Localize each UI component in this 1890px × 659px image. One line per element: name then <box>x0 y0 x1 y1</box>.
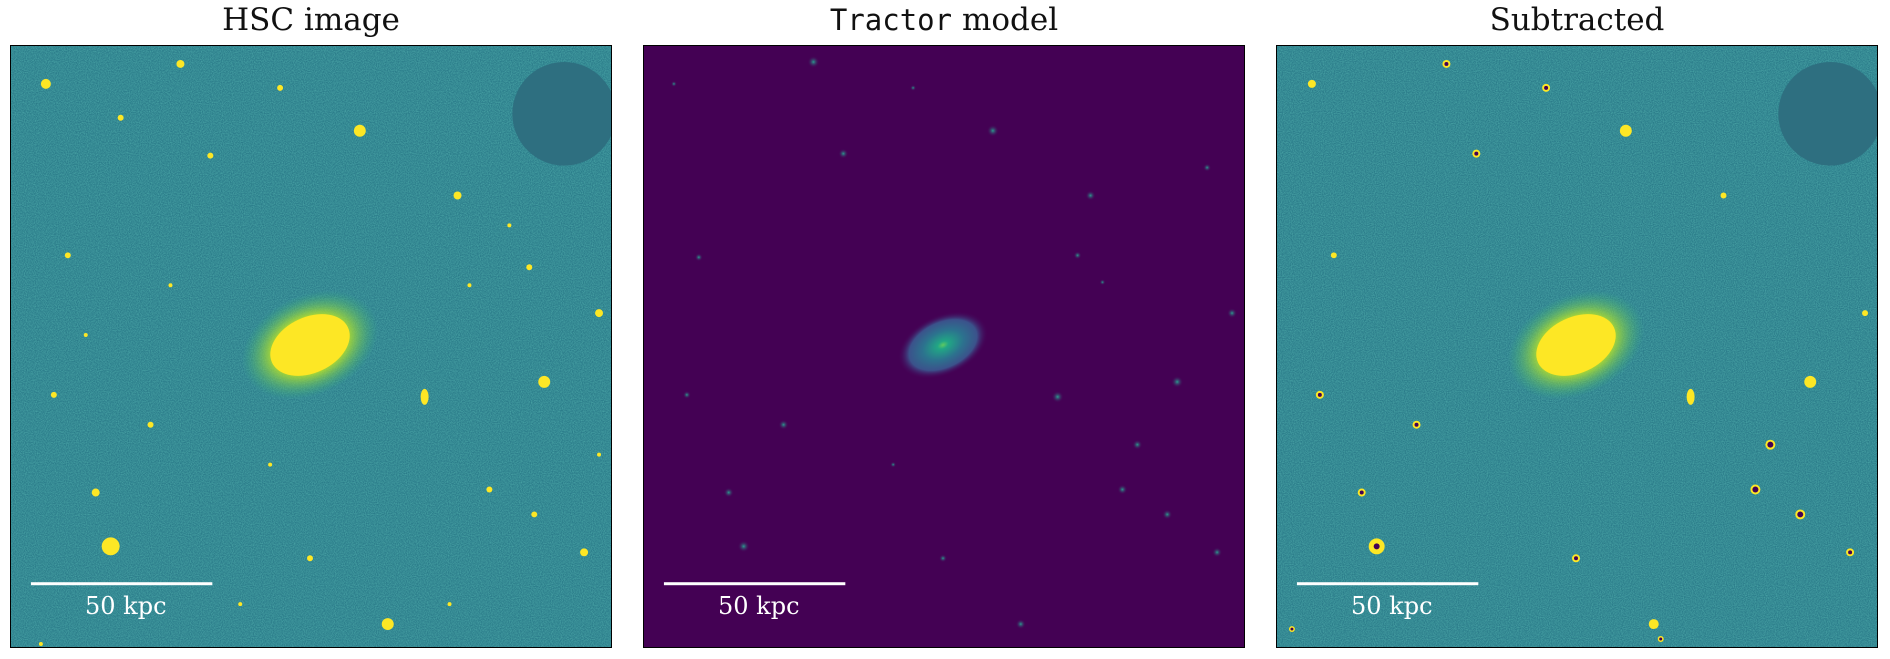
galaxy-model <box>897 311 989 379</box>
tractor-model-image <box>644 46 1244 647</box>
panel-title-mono: Tractor <box>829 3 953 37</box>
scale-bar-label: 50 kpc <box>85 592 167 620</box>
residual-sources <box>1288 59 1869 643</box>
scale-bar-label: 50 kpc <box>1351 592 1433 620</box>
panel-hsc-image: HSC image <box>10 0 612 659</box>
scale-bar-label: 50 kpc <box>718 592 800 620</box>
panel-subtracted: Subtracted <box>1276 0 1878 659</box>
central-galaxy <box>270 314 350 376</box>
image-frame <box>1276 45 1878 648</box>
panel-title: HSC image <box>222 2 400 38</box>
scale-bar <box>30 582 213 586</box>
panel-title: Tractor model <box>643 2 1245 38</box>
panel-tractor-model: Tractor model <box>643 0 1245 659</box>
panel-title-rest: model <box>952 2 1059 38</box>
scale-bar <box>663 582 846 586</box>
panel-title: Subtracted <box>1489 2 1665 38</box>
masked-region <box>1778 61 1877 166</box>
image-frame <box>10 45 612 648</box>
image-frame <box>643 45 1245 648</box>
hsc-image <box>11 46 611 647</box>
subtracted-image <box>1277 46 1877 647</box>
model-point-sources <box>670 55 1238 630</box>
point-sources <box>38 59 604 647</box>
masked-region <box>512 61 611 166</box>
scale-bar <box>1296 582 1479 586</box>
residual-galaxy <box>1536 314 1616 376</box>
